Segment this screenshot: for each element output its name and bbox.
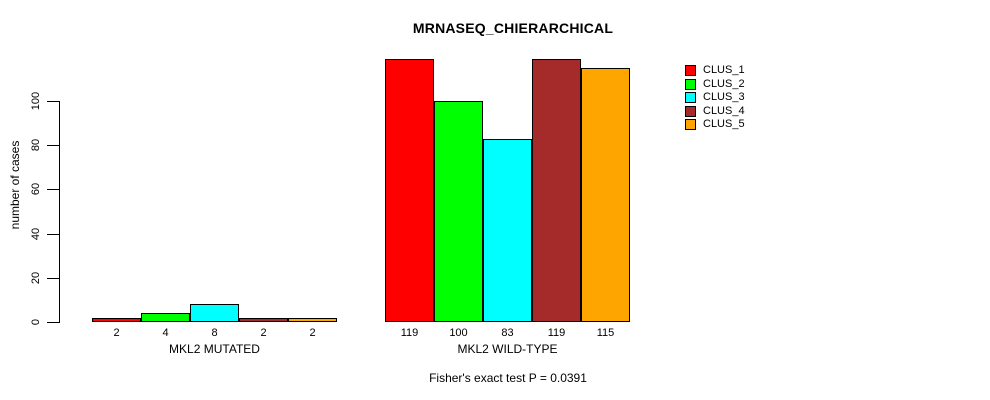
y-tick-label: 20 [30,271,42,285]
legend-label: CLUS_2 [703,77,745,90]
bar-clus_1 [385,59,434,322]
bar-value-label: 119 [400,327,419,339]
y-tick-mark [47,189,59,190]
chart-title: MRNASEQ_CHIERARCHICAL [412,20,614,36]
y-tick-label: 80 [30,138,42,152]
bar-clus_2 [141,313,190,322]
legend-label: CLUS_5 [703,118,745,131]
legend-swatch-icon [685,105,696,117]
y-tick-label: 40 [30,227,42,241]
y-tick-label: 100 [30,91,42,111]
legend-item-clus_2: CLUS_2 [685,78,745,92]
legend-swatch-icon [685,78,696,90]
y-tick-mark [47,322,59,323]
bar-value-label: 115 [596,327,615,339]
bar-value-label: 2 [113,327,120,339]
bar-value-label: 83 [501,327,514,339]
legend-label: CLUS_4 [703,104,745,117]
legend-label: CLUS_1 [703,64,745,77]
group-label: MKL2 MUTATED [169,342,260,356]
bar-value-label: 119 [547,327,566,339]
bar-clus_3 [190,304,239,322]
bar-clus_3 [483,139,532,322]
legend-swatch-icon [685,92,696,104]
bar-clus_1 [92,318,141,322]
legend-item-clus_1: CLUS_1 [685,64,745,78]
bar-value-label: 8 [211,327,218,339]
bar-value-label: 4 [162,327,169,339]
bar-value-label: 100 [449,327,468,339]
bar-value-label: 2 [260,327,267,339]
legend-item-clus_3: CLUS_3 [685,91,745,105]
y-tick-label: 60 [30,182,42,196]
legend-item-clus_5: CLUS_5 [685,118,745,132]
y-tick-mark [47,278,59,279]
bar-clus_4 [532,59,581,322]
bar-clus_2 [434,101,483,322]
fisher-test-annotation: Fisher's exact test P = 0.0391 [429,371,587,385]
y-axis-label: number of cases [8,140,22,230]
bar-clus_5 [581,68,630,322]
legend-swatch-icon [685,119,696,131]
group-label: MKL2 WILD-TYPE [457,342,558,356]
bar-value-label: 2 [309,327,316,339]
legend-swatch-icon [685,65,696,77]
y-tick-mark [47,101,59,102]
y-tick-label: 0 [30,318,42,326]
y-tick-mark [47,234,59,235]
y-axis-line [59,101,60,323]
legend-item-clus_4: CLUS_4 [685,105,745,119]
legend-label: CLUS_3 [703,91,745,104]
bar-clus_4 [239,318,288,322]
legend: CLUS_1 CLUS_2 CLUS_3 CLUS_4 CLUS_5 [685,64,745,132]
y-tick-mark [47,145,59,146]
bar-clus_5 [288,318,337,322]
